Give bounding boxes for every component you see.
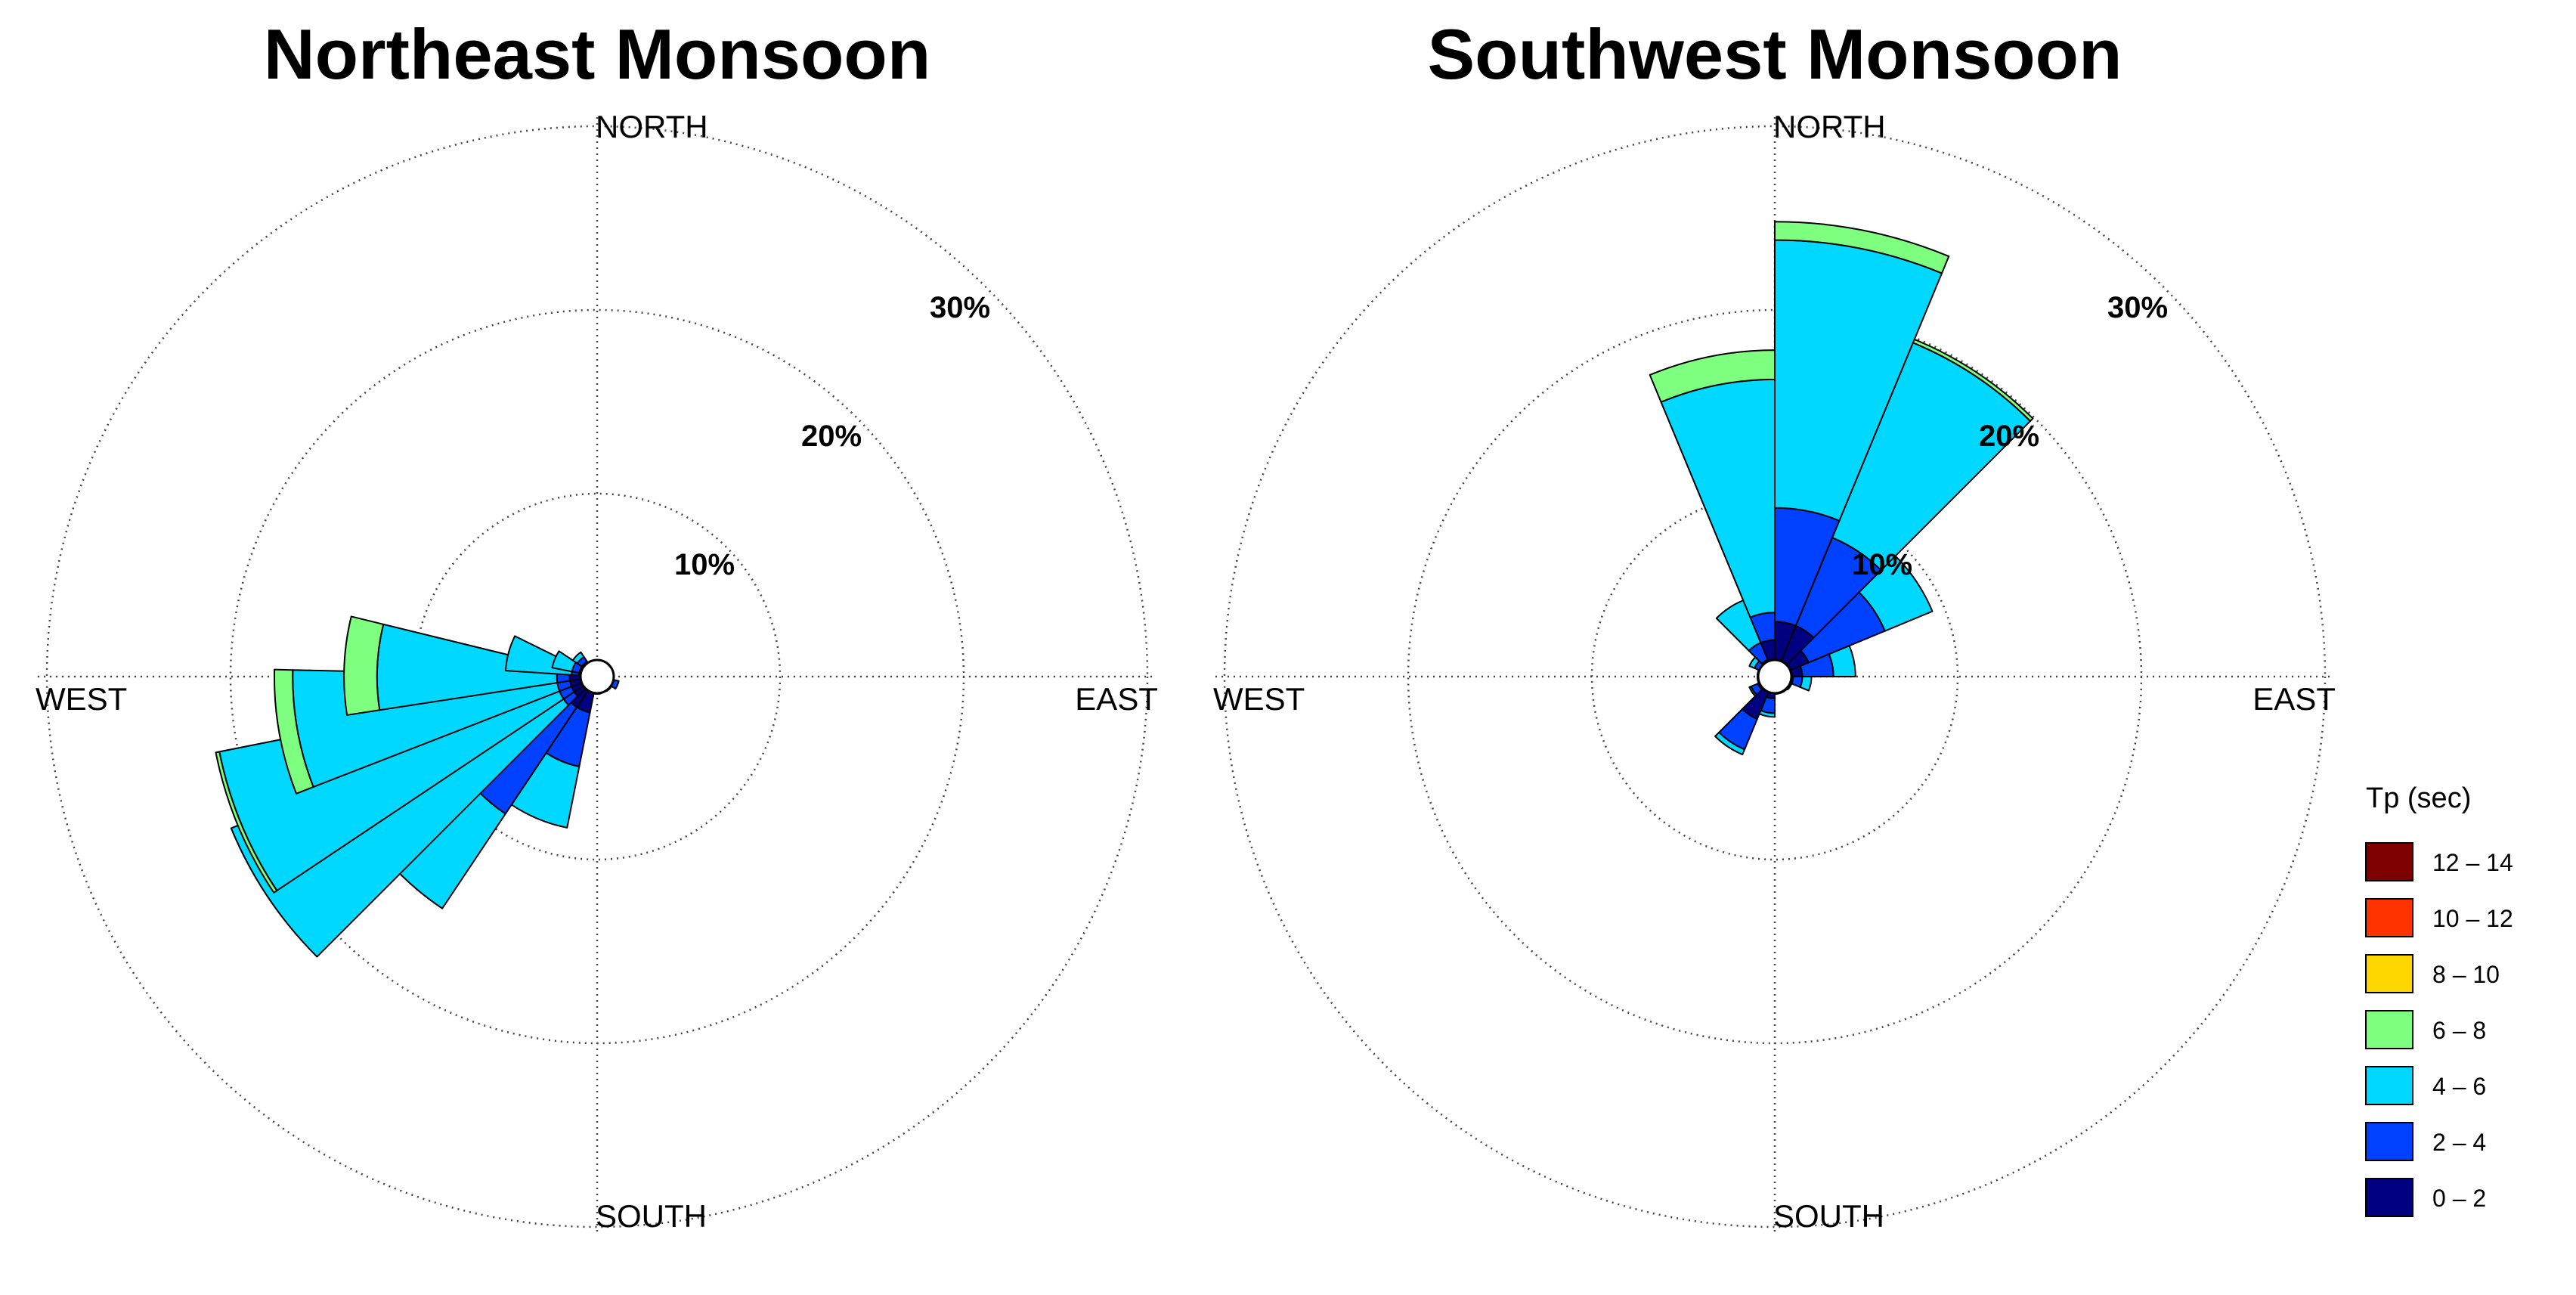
label-north: NORTH xyxy=(596,109,708,144)
legend-label-4: 4 – 6 xyxy=(2432,1073,2486,1100)
ring-label-20: 20% xyxy=(801,420,862,453)
petal-sector-2-bin-2 xyxy=(1858,555,1934,632)
petal-sector-10-bin-2 xyxy=(1748,686,1757,697)
legend-swatch-0 xyxy=(2365,842,2413,881)
label-south: SOUTH xyxy=(1773,1198,1884,1234)
legend-label-6: 0 – 2 xyxy=(2432,1185,2486,1212)
legend-swatch-3 xyxy=(2365,1010,2413,1049)
petal-sector-8-bin-3 xyxy=(343,615,385,716)
legend-swatch-5 xyxy=(2365,1122,2413,1161)
legend-label-0: 12 – 14 xyxy=(2432,849,2513,876)
ring-10 xyxy=(413,492,782,861)
petal-sector-9-bin-2 xyxy=(1714,731,1746,756)
label-west: WEST xyxy=(1213,681,1305,717)
petal-sector-10-bin-2 xyxy=(551,650,577,673)
ring-label-30: 30% xyxy=(2107,291,2168,324)
petal-sector-11-bin-2 xyxy=(571,651,585,665)
petal-sector-3-bin-2 xyxy=(1828,645,1856,677)
label-north: NORTH xyxy=(1773,109,1886,144)
petal-sector-7-bin-3 xyxy=(274,668,314,795)
chart-title: Southwest Monsoon xyxy=(1427,14,2122,94)
legend-swatch-2 xyxy=(2365,954,2413,993)
ring-label-10: 10% xyxy=(674,548,735,581)
legend-swatch-1 xyxy=(2365,898,2413,937)
chart-title: Northeast Monsoon xyxy=(264,14,931,94)
ring-30 xyxy=(45,125,1149,1228)
legend-label-5: 2 – 4 xyxy=(2432,1129,2486,1156)
petal-sector-0-bin-3 xyxy=(1774,221,1950,274)
legend-swatch-6 xyxy=(2365,1178,2413,1217)
petal-sector-15-bin-3 xyxy=(1649,349,1776,403)
petals xyxy=(215,615,620,958)
label-east: EAST xyxy=(1075,681,1158,717)
label-east: EAST xyxy=(2252,681,2336,717)
legend-items: 12 – 14 10 – 12 8 – 10 6 – 8 4 – 6 2 – 4 0 – 2 xyxy=(2365,842,2513,1217)
petal-sector-1-bin-3 xyxy=(1912,338,2034,422)
ring-label-20: 20% xyxy=(1979,420,2039,453)
petal-sector-4-bin-2 xyxy=(1799,676,1813,692)
petal-sector-15-bin-2 xyxy=(1660,378,1776,618)
calm-circle xyxy=(579,658,615,695)
ring-30 xyxy=(1223,125,2327,1228)
ring-label-10: 10% xyxy=(1852,548,1912,581)
label-west: WEST xyxy=(36,681,127,717)
legend-title: Tp (sec) xyxy=(2366,782,2471,814)
legend: Tp (sec) 12 – 14 10 – 12 8 – 10 6 – 8 4 – 6 2… xyxy=(2365,782,2513,1217)
legend-label-1: 10 – 12 xyxy=(2432,905,2513,932)
calm-circle xyxy=(1757,658,1793,695)
legend-label-2: 8 – 10 xyxy=(2432,961,2500,988)
rose-northeast-monsoon: Northeast Monsoon NORTH WEST EAST SOUTH … xyxy=(36,14,1158,1236)
petal-sector-6-bin-3 xyxy=(215,751,278,894)
label-south: SOUTH xyxy=(596,1198,707,1234)
rose-southwest-monsoon: Southwest Monsoon NORTH WEST EAST SOUTH … xyxy=(1213,14,2336,1236)
petals xyxy=(1649,221,2034,756)
legend-label-3: 6 – 8 xyxy=(2432,1017,2486,1044)
legend-swatch-4 xyxy=(2365,1066,2413,1105)
ring-10 xyxy=(1590,492,1959,861)
ring-label-30: 30% xyxy=(930,291,990,324)
